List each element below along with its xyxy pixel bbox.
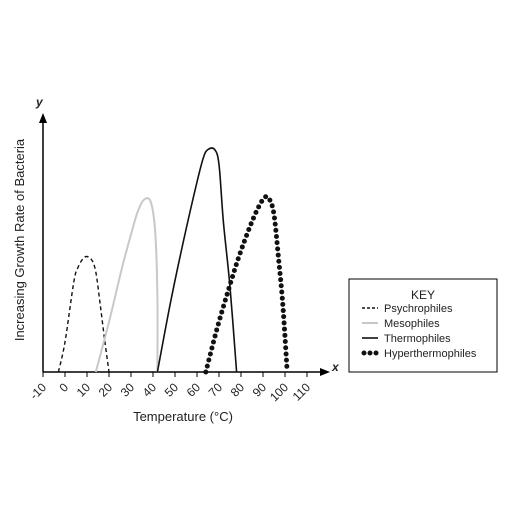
legend-item-mesophiles: Mesophiles [362, 318, 440, 330]
legend-items: Psychrophiles Mesophiles Thermophiles Hyper… [361, 303, 477, 360]
series-line-hyperthermophiles [203, 193, 290, 375]
x-tick-label: 50 [162, 380, 182, 400]
y-axis-letter: y [35, 95, 44, 109]
legend-item-psychrophiles: Psychrophiles [362, 303, 453, 315]
y-axis-title: Increasing Growth Rate of Bacteria [12, 138, 27, 341]
x-tick-label: 40 [140, 380, 160, 400]
series-line-thermophiles [156, 147, 238, 373]
x-tick-label: 60 [184, 380, 204, 400]
x-tick-label: 90 [250, 380, 270, 400]
legend-label: Hyperthermophiles [384, 348, 477, 360]
x-tick-label: 80 [228, 380, 248, 400]
x-tick-label: 10 [74, 380, 94, 400]
legend-label: Mesophiles [384, 318, 440, 330]
x-tick-label: 20 [96, 380, 116, 400]
series-layer [57, 147, 290, 375]
x-tick-label: 110 [290, 380, 314, 404]
series-line-psychrophiles [57, 255, 110, 373]
x-axis-title: Temperature (°C) [133, 409, 233, 424]
legend-item-thermophiles: Thermophiles [362, 333, 451, 345]
x-tick-label: 0 [56, 380, 71, 395]
x-axis-arrow [320, 368, 330, 376]
legend-label: Thermophiles [384, 333, 451, 345]
legend-label: Psychrophiles [384, 303, 453, 315]
y-axis-arrow [39, 113, 47, 123]
legend-item-hyperthermophiles: Hyperthermophiles [361, 348, 477, 360]
x-tick-label: 100 [267, 380, 291, 404]
x-tick-label: -10 [27, 380, 49, 402]
x-ticks [42, 372, 308, 377]
series-line-mesophiles [94, 197, 159, 373]
legend: KEY Psychrophiles Mesophiles Thermophiles H… [348, 278, 498, 373]
x-tick-label: 30 [118, 380, 138, 400]
legend-box [348, 278, 498, 373]
axes: y x [35, 95, 340, 376]
x-tick-label: 70 [206, 380, 226, 400]
x-axis-letter: x [331, 360, 340, 374]
legend-title: KEY [411, 288, 435, 302]
